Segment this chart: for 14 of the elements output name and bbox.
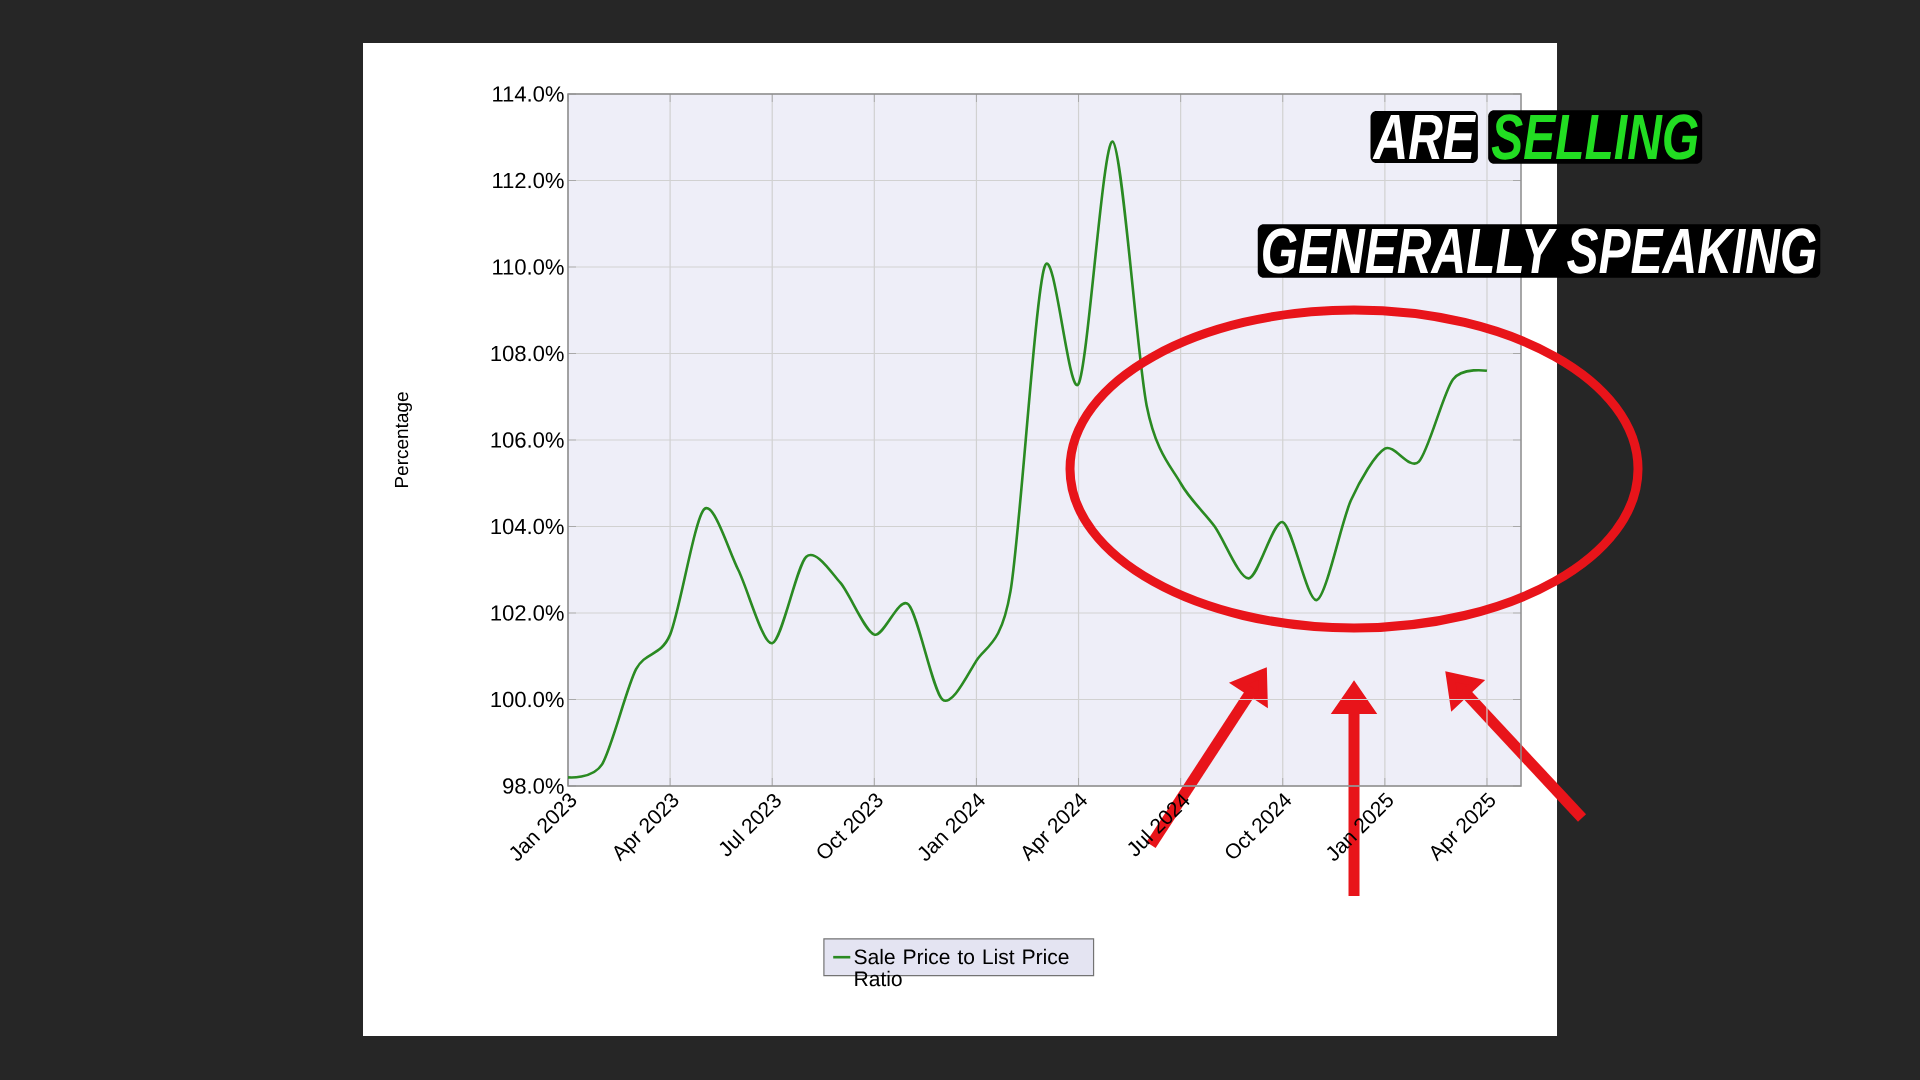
y-tick-label: 106.0% bbox=[491, 432, 564, 448]
annotation: GENERALLY SPEAKING bbox=[1263, 228, 1816, 274]
y-tick-label: 98.0% bbox=[503, 778, 564, 794]
y-tick-label: 112.0% bbox=[493, 172, 564, 189]
legend-label: Sale Price to List Price Ratio bbox=[854, 948, 1069, 987]
y-tick-label: 110.0% bbox=[493, 259, 564, 275]
annotation: SELLING bbox=[1491, 114, 1698, 160]
y-tick-label: 100.0% bbox=[491, 691, 564, 708]
annotation: ARE bbox=[1372, 114, 1477, 160]
y-tick-label: 114.0% bbox=[493, 86, 564, 102]
y-tick-label: 102.0% bbox=[491, 605, 564, 621]
y-axis-title: Percentage bbox=[394, 392, 412, 488]
y-tick-label: 108.0% bbox=[491, 345, 564, 362]
y-tick-label: 104.0% bbox=[491, 518, 564, 535]
